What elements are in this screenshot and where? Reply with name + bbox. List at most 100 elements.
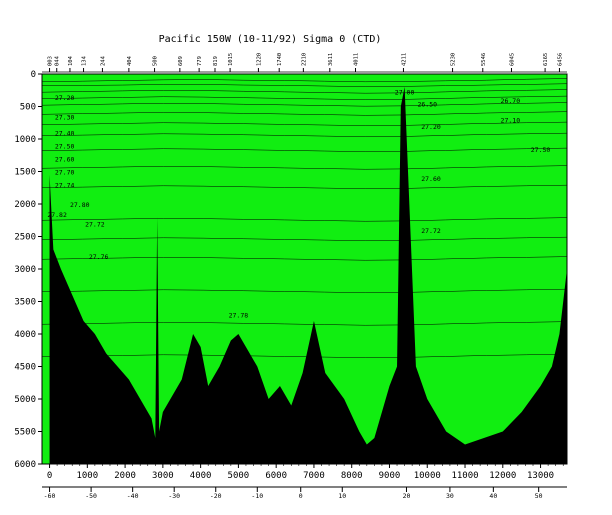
isopycnal-27-20 <box>42 111 567 116</box>
latitude-tick-label: 10 <box>338 492 346 500</box>
isopycnal-label: 27.76 <box>89 253 109 261</box>
station-label: 5230 <box>451 53 457 66</box>
depth-tick-label: 5000 <box>14 395 36 405</box>
depth-tick-label: 4500 <box>14 363 36 373</box>
station-label: 104 <box>68 55 74 66</box>
latitude-tick-label: 40 <box>489 492 497 500</box>
depth-tick-label: 1500 <box>14 168 36 178</box>
station-label: 1015 <box>228 53 234 66</box>
depth-tick-label: 2000 <box>14 200 36 210</box>
latitude-tick-label: -20 <box>210 492 222 500</box>
isopycnal-label: 27.30 <box>55 113 75 121</box>
isopycnal-27-74 <box>42 236 567 241</box>
station-label: 003 <box>48 56 54 66</box>
latitude-tick-label: 30 <box>446 492 454 500</box>
isopycnal-label: 27.72 <box>85 221 105 229</box>
isopycnal-label: 27.82 <box>47 211 67 219</box>
seafloor-shape <box>49 87 567 464</box>
isopycnal-label: 27.20 <box>421 123 441 131</box>
isopycnal-26-70 <box>42 83 567 87</box>
isopycnal-label: 27.50 <box>55 143 75 151</box>
distance-axis: 0 1000 2000 3000 4000 5000 6000 7000 8000 9000 100… <box>47 464 564 481</box>
depth-tick-label: 500 <box>20 103 36 113</box>
distance-tick-label: 8000 <box>341 471 363 481</box>
distance-tick-label: 6000 <box>265 471 287 481</box>
distance-tick-label: 7000 <box>303 471 325 481</box>
isopycnal-label: 27.72 <box>421 227 441 235</box>
isopycnal-27-80 <box>42 321 567 326</box>
depth-tick-label: 3000 <box>14 265 36 275</box>
seafloor-bathymetry <box>49 87 567 464</box>
latitude-axis: -60 -50 -40 -30 -20 -10 0 10 20 30 40 50 <box>42 486 567 500</box>
distance-tick-label: 0 <box>47 471 52 481</box>
latitude-tick-label: -10 <box>251 492 263 500</box>
latitude-tick-label: -50 <box>85 492 97 500</box>
station-label: 4211 <box>401 53 407 66</box>
distance-tick-label: 13000 <box>527 471 554 481</box>
station-label: 500 <box>153 56 159 66</box>
isopycnal-label: 27.60 <box>55 156 75 164</box>
isopycnal-label: 27.70 <box>55 169 75 177</box>
depth-tick-label: 5500 <box>14 428 36 438</box>
latitude-tick-label: 20 <box>403 492 411 500</box>
station-label: 6165 <box>543 53 549 66</box>
latitude-tick-label: -60 <box>44 492 56 500</box>
isopycnal-label: 27.20 <box>55 94 75 102</box>
station-label: 6456 <box>557 53 563 66</box>
station-label: 779 <box>197 56 203 66</box>
station-label: 044 <box>55 55 61 66</box>
depth-tick-label: 6000 <box>14 460 36 470</box>
depth-tick-label: 0 <box>31 70 36 80</box>
isopycnal-label: 27.80 <box>70 201 90 209</box>
latitude-tick-label: 0 <box>299 492 303 500</box>
isopycnal-27-70 <box>42 184 567 189</box>
isopycnal-lines <box>42 78 567 358</box>
isopycnal-27-82 <box>42 353 567 358</box>
depth-tick-label: 4000 <box>14 330 36 340</box>
isopycnal-label: 27.78 <box>229 312 249 320</box>
station-label: 4011 <box>353 53 359 66</box>
isopycnal-label: 27.60 <box>421 175 441 183</box>
latitude-tick-label: 50 <box>535 492 543 500</box>
depth-tick-label: 3500 <box>14 298 36 308</box>
distance-tick-label: 5000 <box>228 471 250 481</box>
distance-tick-label: 9000 <box>379 471 401 481</box>
isopycnal-27-78 <box>42 288 567 293</box>
station-label: 1740 <box>277 53 283 66</box>
isopycnal-26-90 <box>42 89 567 94</box>
chart-title: Pacific 150W (10-11/92) Sigma 0 (CTD) <box>159 34 382 45</box>
station-label: 134 <box>82 55 88 66</box>
isopycnal-27-60 <box>42 165 567 170</box>
depth-tick-label: 1000 <box>14 135 36 145</box>
isopycnal-27-72 <box>42 217 567 222</box>
station-label: 819 <box>213 56 219 66</box>
isopycnal-label: 27.10 <box>501 117 521 125</box>
distance-tick-label: 10000 <box>414 471 441 481</box>
isopycnal-label: 27.40 <box>55 130 75 138</box>
station-label: 244 <box>100 55 106 66</box>
isopycnal-27-00 <box>42 95 567 100</box>
station-label: 2210 <box>301 53 307 66</box>
station-label: 3611 <box>328 53 334 66</box>
isopycnal-label: 26.50 <box>417 100 437 108</box>
isopycnal-label: 26.70 <box>501 97 521 105</box>
latitude-tick-label: -30 <box>168 492 180 500</box>
isopycnal-labels: 27.20 27.30 27.40 27.50 27.60 27.70 27.74 27.80… <box>47 89 550 320</box>
isopycnal-27-50 <box>42 147 567 152</box>
isopycnal-27-30 <box>42 121 567 126</box>
station-axis: 003 044 104 134 244 404 500 609 779 819 1015 1220 17… <box>42 53 567 73</box>
distance-tick-label: 3000 <box>152 471 174 481</box>
station-label: 404 <box>127 55 133 66</box>
isopycnal-label: 27.00 <box>395 89 415 97</box>
station-label: 5546 <box>481 53 487 66</box>
station-label: 1220 <box>256 53 262 66</box>
distance-tick-label: 11000 <box>451 471 478 481</box>
distance-tick-label: 2000 <box>114 471 136 481</box>
distance-tick-label: 1000 <box>76 471 98 481</box>
station-label: 6045 <box>509 53 515 66</box>
isopycnal-27-40 <box>42 132 567 137</box>
distance-tick-label: 12000 <box>489 471 516 481</box>
latitude-tick-label: -40 <box>127 492 139 500</box>
